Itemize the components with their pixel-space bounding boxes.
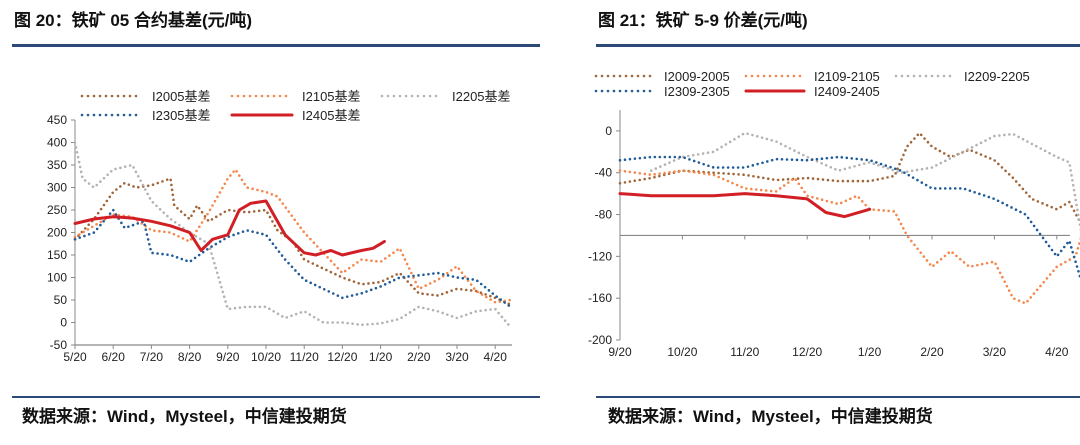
x-tick-label: 9/20 bbox=[608, 345, 632, 359]
x-tick-label: 8/20 bbox=[178, 350, 202, 364]
legend-label: I2109-2105 bbox=[814, 69, 880, 84]
y-tick-label: -80 bbox=[595, 208, 613, 222]
series-line-I2309-2305 bbox=[618, 155, 1080, 282]
x-tick-label: 3/20 bbox=[445, 350, 469, 364]
y-tick-label: 100 bbox=[47, 271, 67, 285]
legend-label: I2005基差 bbox=[152, 89, 211, 104]
series-line-I2409-2405 bbox=[618, 192, 872, 219]
bottom-rule-1 bbox=[12, 396, 540, 398]
x-tick-label: 10/20 bbox=[251, 350, 281, 364]
y-tick-label: 50 bbox=[54, 293, 68, 307]
title-rule-2 bbox=[596, 44, 1080, 47]
legend-label: I2105基差 bbox=[302, 89, 361, 104]
x-tick-label: 9/20 bbox=[216, 350, 240, 364]
legend-label: I2009-2005 bbox=[664, 69, 730, 84]
series-line-I2109-2105 bbox=[618, 169, 1080, 305]
legend-label: I2205基差 bbox=[452, 89, 511, 104]
chart-title-1: 图 20：铁矿 05 合约基差(元/吨) bbox=[14, 11, 253, 30]
x-tick-label: 2/20 bbox=[407, 350, 431, 364]
x-tick-label: 12/20 bbox=[792, 345, 822, 359]
series-line-I2209-2205 bbox=[649, 131, 1080, 233]
x-tick-label: 4/20 bbox=[484, 350, 508, 364]
x-tick-label: 2/20 bbox=[920, 345, 944, 359]
legend-label: I2409-2405 bbox=[814, 84, 880, 99]
x-tick-label: 11/20 bbox=[730, 345, 759, 359]
series-line-I2009-2005 bbox=[618, 131, 1080, 225]
series-line-I2305基差 bbox=[73, 208, 512, 309]
y-tick-label: 250 bbox=[47, 203, 67, 217]
x-tick-label: 1/20 bbox=[858, 345, 882, 359]
y-tick-label: 0 bbox=[60, 316, 67, 330]
y-tick-label: 350 bbox=[47, 158, 67, 172]
series-line-I2205基差 bbox=[73, 141, 512, 329]
y-tick-label: 150 bbox=[47, 248, 67, 262]
x-tick-label: 1/20 bbox=[369, 350, 393, 364]
legend-label: I2309-2305 bbox=[664, 84, 730, 99]
legend-label: I2209-2205 bbox=[964, 69, 1030, 84]
series-line-I2405基差 bbox=[73, 199, 386, 257]
y-tick-label: 400 bbox=[47, 136, 67, 150]
y-tick-label: -40 bbox=[595, 166, 613, 180]
x-tick-label: 5/20 bbox=[63, 350, 87, 364]
x-tick-label: 7/20 bbox=[140, 350, 164, 364]
legend-label: I2405基差 bbox=[302, 108, 361, 123]
y-tick-label: 450 bbox=[47, 113, 67, 127]
chart-title-2: 图 21：铁矿 5-9 价差(元/吨) bbox=[598, 11, 808, 30]
y-tick-label: 300 bbox=[47, 181, 67, 195]
x-tick-label: 11/20 bbox=[290, 350, 319, 364]
x-tick-label: 4/20 bbox=[1045, 345, 1069, 359]
x-tick-label: 6/20 bbox=[102, 350, 126, 364]
x-tick-label: 3/20 bbox=[983, 345, 1007, 359]
y-tick-label: 0 bbox=[605, 124, 612, 138]
y-tick-label: 200 bbox=[47, 226, 67, 240]
title-rule-1 bbox=[12, 44, 540, 47]
bottom-rule-2 bbox=[596, 396, 1080, 398]
y-tick-label: -120 bbox=[588, 249, 612, 263]
y-tick-label: -160 bbox=[588, 291, 612, 305]
series-line-I2005基差 bbox=[73, 177, 512, 306]
y-tick-label: -200 bbox=[588, 333, 612, 347]
y-tick-label: -50 bbox=[50, 338, 68, 352]
source-note-2: 数据来源：Wind，Mysteel，中信建投期货 bbox=[608, 407, 933, 426]
x-tick-label: 12/20 bbox=[327, 350, 357, 364]
legend-label: I2305基差 bbox=[152, 108, 211, 123]
source-note-1: 数据来源：Wind，Mysteel，中信建投期货 bbox=[22, 407, 347, 426]
series-line-I2105基差 bbox=[73, 168, 512, 304]
x-tick-label: 10/20 bbox=[667, 345, 697, 359]
